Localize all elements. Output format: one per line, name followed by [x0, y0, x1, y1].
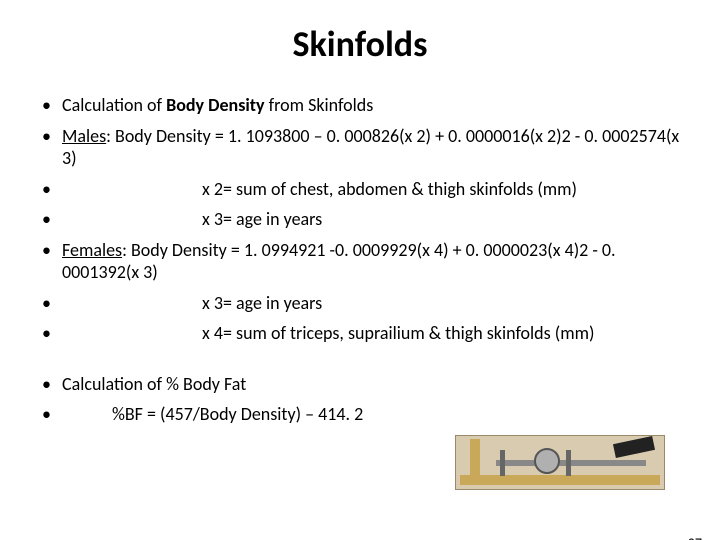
label-males: Males	[62, 125, 106, 147]
bullet-females-formula: Females: Body Density = 1. 0994921 -0. 0…	[36, 239, 684, 284]
text-indented: x 3= age in years	[62, 208, 322, 231]
text-fragment: Calculation of	[62, 94, 166, 116]
slide: Skinfolds Calculation of Body Density fr…	[0, 22, 720, 540]
caliper-jaw	[566, 450, 571, 476]
caliper-bar	[496, 460, 646, 466]
text-fragment: from Skinfolds	[265, 94, 374, 116]
bullet-x3-def: x 3= age in years	[36, 208, 684, 231]
text-bold: Body Density	[166, 94, 264, 116]
bullet-bf-formula: %BF = (457/Body Density) – 414. 2	[36, 403, 684, 426]
text-fragment: : Body Density = 1. 1093800 – 0. 000826(…	[62, 125, 679, 170]
slide-title: Skinfolds	[0, 22, 720, 66]
text-indented: %BF = (457/Body Density) – 414. 2	[62, 403, 363, 426]
text-indented: x 3= age in years	[62, 292, 322, 315]
caliper-photo	[455, 435, 665, 490]
bullet-list-2: Calculation of % Body Fat %BF = (457/Bod…	[0, 373, 720, 426]
text-indented: x 4= sum of triceps, suprailium & thigh …	[62, 322, 594, 345]
bullet-x3-def-2: x 3= age in years	[36, 292, 684, 315]
bullet-x2-def: x 2= sum of chest, abdomen & thigh skinf…	[36, 178, 684, 201]
text-indented: x 2= sum of chest, abdomen & thigh skinf…	[62, 178, 577, 201]
bullet-calc-bf: Calculation of % Body Fat	[36, 373, 684, 396]
caliper-dial	[534, 448, 560, 474]
bullet-x4-def: x 4= sum of triceps, suprailium & thigh …	[36, 322, 684, 345]
spacer	[0, 363, 720, 373]
text-fragment: : Body Density = 1. 0994921 -0. 0009929(…	[62, 239, 616, 284]
caliper-handle	[613, 436, 655, 458]
bullet-calc-density: Calculation of Body Density from Skinfol…	[36, 94, 684, 117]
text-fragment: Calculation of % Body Fat	[62, 373, 246, 395]
spacer	[0, 353, 720, 363]
page-number: 27	[688, 535, 702, 540]
ruler-horizontal	[460, 475, 660, 485]
bullet-list: Calculation of Body Density from Skinfol…	[0, 94, 720, 345]
bullet-males-formula: Males: Body Density = 1. 1093800 – 0. 00…	[36, 125, 684, 170]
caliper-jaw	[500, 450, 505, 476]
label-females: Females	[62, 239, 122, 261]
